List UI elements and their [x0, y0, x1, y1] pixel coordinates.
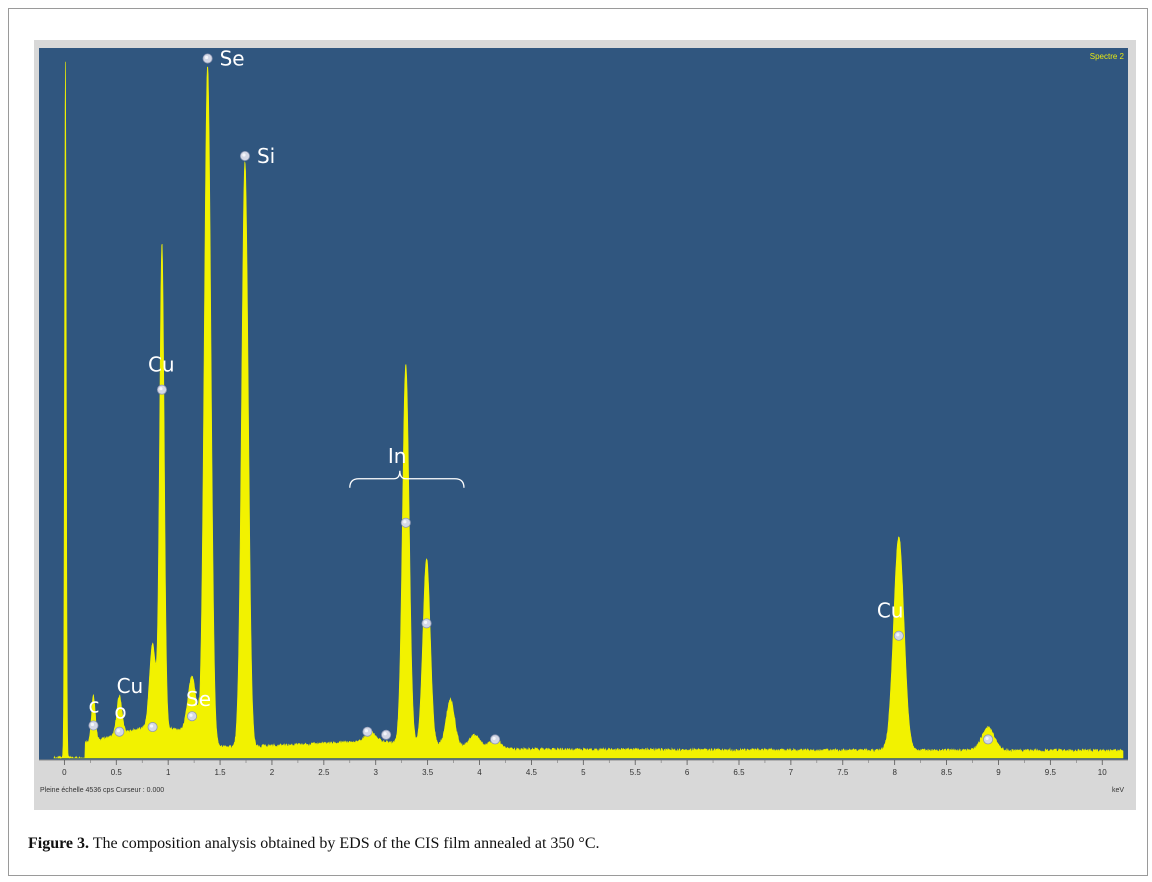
peak-label: Cu: [117, 674, 144, 698]
x-tick-label: 0.5: [111, 768, 123, 777]
spectrum-area: [53, 61, 1124, 760]
peak-marker: [187, 711, 198, 722]
scale-text: Pleine échelle 4536 cps Curseur : 0.000: [40, 787, 164, 794]
peak-label: Se: [186, 687, 211, 711]
peak-marker: [893, 630, 904, 641]
spectrum-layer: [53, 61, 1124, 760]
peak-marker: [362, 726, 373, 737]
caption-label: Figure 3.: [28, 835, 90, 852]
x-tick-label: 5.5: [630, 768, 642, 777]
peak-marker: [88, 720, 99, 731]
x-tick-label: 10: [1098, 768, 1107, 777]
x-tick-label: 0: [62, 768, 67, 777]
x-tick-label: 7: [789, 768, 794, 777]
peak-marker: [983, 734, 994, 745]
plot-background: [39, 48, 1128, 760]
peak-marker: [147, 722, 158, 733]
peak-marker: [381, 729, 392, 740]
x-tick-label: 3.5: [422, 768, 434, 777]
peak-label: Si: [257, 144, 275, 168]
peak-marker: [156, 384, 167, 395]
x-tick-label: 1: [166, 768, 171, 777]
peak-annotations: Se Si Cu In Cu Cu Se c o: [88, 46, 994, 745]
in-bracket: [349, 470, 465, 488]
peak-marker: [202, 53, 213, 64]
peak-label: c: [88, 694, 99, 718]
spectrum-label: Spectre 2: [1090, 52, 1125, 61]
figure-caption: Figure 3. The composition analysis obtai…: [28, 835, 600, 853]
peak-marker: [490, 734, 501, 745]
x-tick-label: 2.5: [318, 768, 330, 777]
peak-label: In: [388, 444, 407, 468]
x-tick-label: 5: [581, 768, 586, 777]
x-tick-label: 2: [270, 768, 275, 777]
x-tick-label: 4: [477, 768, 482, 777]
peak-label: Cu: [877, 599, 904, 623]
figure-frame: [8, 8, 1148, 876]
eds-spectrum-chart: Spectre 2 0 0.5 1 1.5 2 2.5 3 3.5 4 4.5 5 5.5 6 6.5 7 7…: [34, 40, 1136, 810]
x-tick-label: 8: [892, 768, 897, 777]
peak-marker: [421, 618, 432, 629]
x-tick-label: 1.5: [214, 768, 226, 777]
peak-label: Se: [220, 46, 245, 70]
eds-spectrum-window: Spectre 2 0 0.5 1 1.5 2 2.5 3 3.5 4 4.5 5 5.5 6 6.5 7 7…: [34, 40, 1136, 810]
x-tick-label: 7.5: [837, 768, 849, 777]
x-tick-label: 6.5: [733, 768, 745, 777]
caption-text: The composition analysis obtained by EDS…: [89, 835, 600, 852]
x-tick-label: 4.5: [526, 768, 538, 777]
peak-marker: [239, 150, 250, 161]
peak-marker: [114, 726, 125, 737]
x-tick-label: 6: [685, 768, 690, 777]
peak-marker: [400, 517, 411, 528]
x-tick-label: 3: [374, 768, 379, 777]
x-tick-label: 9: [996, 768, 1001, 777]
peak-label: Cu: [148, 353, 175, 377]
x-tick-label: 8.5: [941, 768, 953, 777]
x-tick-label: 9.5: [1045, 768, 1057, 777]
peak-label: o: [114, 700, 126, 724]
unit-label: keV: [1112, 787, 1124, 794]
x-axis-ticks: 0 0.5 1 1.5 2 2.5 3 3.5 4 4.5 5 5.5 6 6.5 7 7.5 8 8.5 9 9.5…: [62, 760, 1107, 777]
